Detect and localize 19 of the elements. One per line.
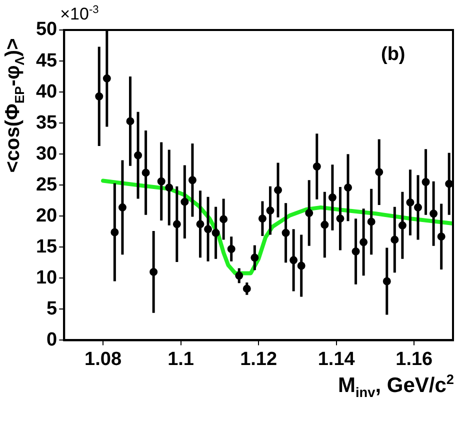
y-tick-label: 25: [36, 174, 58, 196]
x-tick-label: 1.12: [240, 348, 278, 370]
y-tick-label: 0: [46, 329, 58, 350]
x-tick-label: 1.1: [168, 348, 194, 370]
y-tick-label: 45: [36, 50, 58, 72]
x-tick-label: 1.08: [84, 348, 122, 370]
y-tick-label: 5: [46, 298, 58, 320]
text: ×10$^{-3}$: [60, 4, 99, 25]
y-tick-label: 30: [36, 143, 58, 164]
y-tick-label: 20: [36, 205, 58, 226]
x-axis-title: M$_{inv}$, GeV/c$^{2}$: [338, 372, 454, 400]
y-tick-label: 10: [36, 267, 58, 288]
annotation: (b): [381, 44, 406, 66]
y-tick-label: 40: [36, 81, 58, 102]
y-tick-label: 50: [36, 19, 58, 40]
y-tick-label: 15: [36, 236, 58, 258]
x-tick-label: 1.16: [396, 348, 433, 370]
y-tick-label: 35: [36, 112, 58, 134]
x-tick-label: 1.14: [318, 348, 356, 370]
